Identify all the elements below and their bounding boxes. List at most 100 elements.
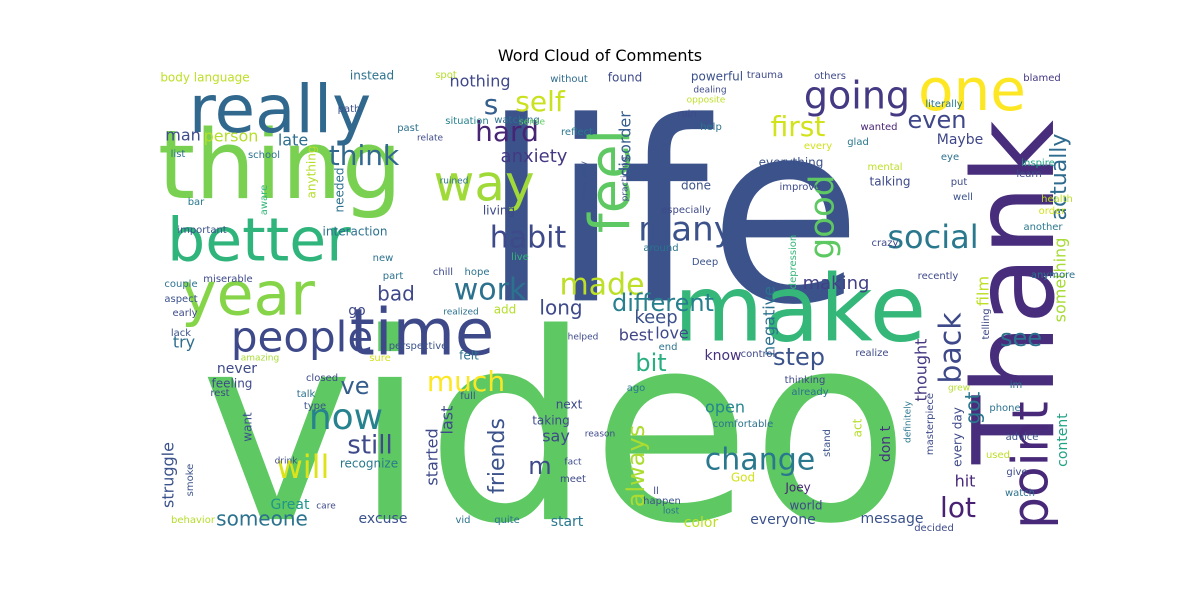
- word-already: already: [791, 387, 828, 398]
- word-crazy: crazy: [872, 238, 899, 249]
- word-feel: feel: [578, 129, 643, 233]
- word-glad: glad: [847, 137, 869, 148]
- word-time: time: [350, 297, 495, 371]
- word-bar: bar: [188, 197, 205, 208]
- word-something: something: [1051, 238, 1070, 323]
- word-work: work: [454, 273, 527, 308]
- word-maybe: Maybe: [937, 132, 983, 148]
- word-miserable: miserable: [203, 274, 252, 285]
- word-practicing: practicing: [621, 157, 631, 202]
- word-depression: depression: [788, 235, 799, 290]
- word-felt: felt: [459, 349, 479, 363]
- word-change: change: [705, 443, 815, 478]
- word-list: list: [171, 149, 186, 160]
- word-never: never: [217, 361, 257, 377]
- word-aware: aware: [259, 185, 270, 215]
- word-world: world: [789, 499, 822, 513]
- word-habit: habit: [490, 221, 567, 256]
- word-closed: closed: [306, 373, 338, 384]
- word-smoke: smoke: [185, 464, 196, 497]
- word-wanted: wanted: [860, 122, 897, 133]
- word-thought: thought: [912, 339, 931, 402]
- word-chill: chill: [433, 267, 453, 278]
- word-others: others: [814, 71, 846, 82]
- word-order: order: [1039, 206, 1067, 217]
- word-one: one: [918, 56, 1026, 124]
- word-type: type: [304, 401, 326, 412]
- word-improve: improve: [780, 182, 821, 193]
- word-content: content: [1055, 413, 1071, 467]
- word-realize: realize: [855, 348, 888, 359]
- word-definitely: definitely: [904, 400, 914, 443]
- word-friends: friends: [485, 418, 510, 494]
- word-past: past: [397, 123, 419, 134]
- word-well: well: [953, 192, 973, 203]
- word-recently: recently: [918, 271, 959, 282]
- word-hope: hope: [465, 267, 490, 278]
- chart-title: Word Cloud of Comments: [497, 46, 703, 65]
- word-important: important: [177, 225, 226, 236]
- word-taking: taking: [532, 414, 570, 428]
- word-vid: vid: [455, 515, 470, 526]
- word-anxiety: anxiety: [501, 146, 568, 167]
- word-living: living: [483, 204, 515, 218]
- word-man: man: [165, 126, 201, 145]
- word-watch: watch: [1005, 488, 1035, 499]
- word-mental: mental: [867, 162, 902, 173]
- word-interaction: interaction: [323, 225, 388, 239]
- word-end: end: [659, 342, 678, 353]
- word-sure: sure: [369, 353, 391, 364]
- word-part: part: [383, 271, 404, 282]
- word-bad: bad: [377, 282, 415, 306]
- word-film: film: [974, 276, 993, 306]
- word-happen: happen: [643, 496, 681, 507]
- word-point: point: [1002, 401, 1060, 529]
- word-ll: ll: [653, 486, 659, 497]
- word-school: school: [248, 150, 280, 161]
- word-add: add: [494, 303, 517, 317]
- word-health: health: [1041, 194, 1073, 205]
- word-try: try: [173, 333, 195, 352]
- word-always: always: [622, 425, 650, 507]
- word-first: first: [771, 110, 826, 143]
- word-lost: lost: [663, 507, 680, 517]
- word-start: start: [551, 514, 584, 530]
- word-late: late: [278, 131, 308, 150]
- word-actually: actually: [1047, 134, 1072, 221]
- word-still: still: [347, 431, 392, 461]
- word-decided: decided: [914, 523, 954, 534]
- word-learn: learn: [1016, 169, 1041, 180]
- word-without: without: [550, 74, 588, 85]
- word-couple: couple: [164, 279, 197, 290]
- word-meet: meet: [560, 474, 586, 485]
- word-feeling: feeling: [212, 377, 253, 391]
- word-even: even: [908, 106, 967, 134]
- word-im: im: [1010, 380, 1023, 391]
- word-bit: bit: [635, 349, 666, 377]
- word-talking: talking: [870, 175, 911, 189]
- word-video: video: [200, 279, 910, 581]
- word-people: people: [231, 313, 373, 362]
- word-path: path: [338, 104, 361, 115]
- word-message: message: [861, 511, 924, 527]
- word-everyone: everyone: [750, 512, 816, 528]
- word-care: care: [316, 502, 336, 512]
- word-back: back: [934, 312, 969, 384]
- word-nothing: nothing: [449, 72, 510, 91]
- word-relate: relate: [417, 134, 444, 144]
- word-every-day: every day: [951, 407, 965, 467]
- word-hit: hit: [955, 472, 976, 491]
- word-thank: Thank: [950, 120, 1080, 465]
- word-keep: keep: [634, 307, 677, 328]
- word-many: many: [638, 210, 734, 250]
- word-year: year: [181, 260, 315, 330]
- word-everything: everything: [759, 156, 824, 170]
- word-ago: ago: [627, 383, 646, 394]
- word-reflect: reflect: [561, 127, 593, 138]
- word-around: around: [643, 243, 678, 254]
- word-started: started: [423, 428, 442, 485]
- word-control: control: [741, 349, 776, 360]
- word-put: put: [951, 177, 968, 188]
- word-situation: situation: [445, 116, 489, 127]
- word-help: help: [700, 122, 722, 133]
